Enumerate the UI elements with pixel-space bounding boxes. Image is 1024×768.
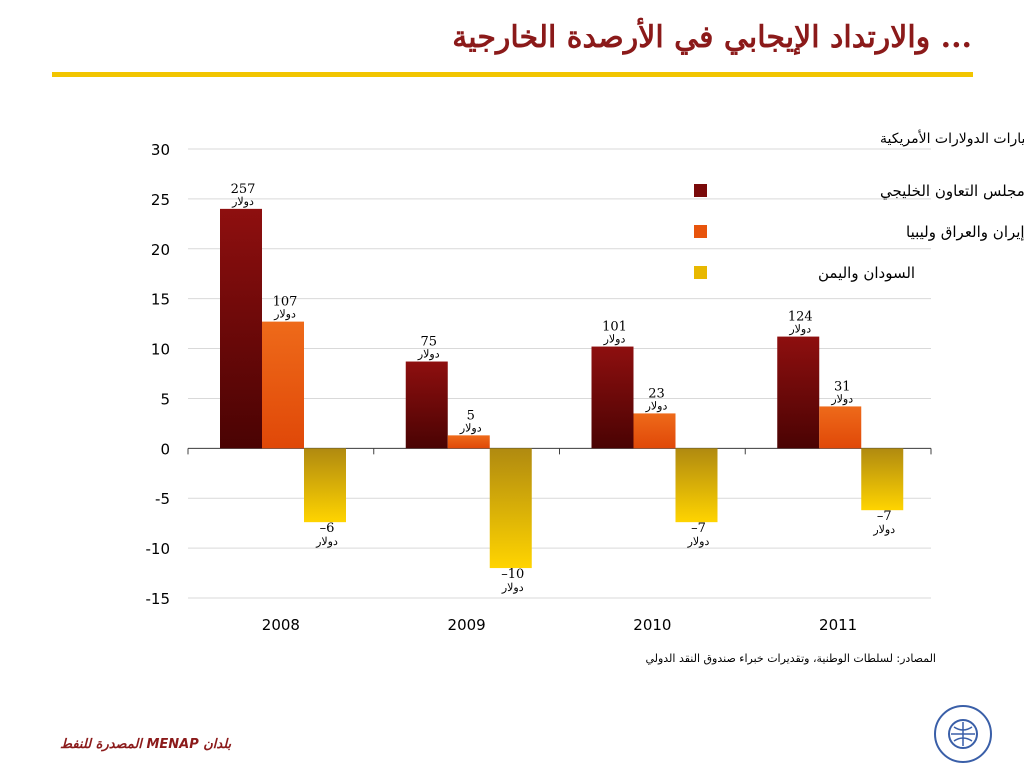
data-label: 107 — [273, 295, 298, 310]
data-label-unit: دولار — [830, 392, 853, 405]
bar — [489, 448, 532, 569]
data-label-unit: دولار — [459, 421, 482, 434]
data-label-unit: دولار — [315, 535, 338, 548]
bar — [304, 448, 346, 523]
y-tick-label: 0 — [160, 440, 170, 458]
y-tick-label: 10 — [151, 341, 170, 359]
bar — [405, 361, 448, 449]
y-tick-label: 15 — [151, 291, 170, 309]
data-label: 75 — [420, 335, 437, 350]
legend-swatch — [694, 266, 707, 279]
data-label: –10 — [501, 567, 524, 582]
data-label-unit: دولار — [603, 333, 626, 346]
data-label-unit: دولار — [687, 535, 710, 548]
bar — [861, 448, 904, 511]
y-tick-label: -15 — [146, 590, 171, 608]
legend-swatch — [694, 225, 707, 238]
y-tick-label: -5 — [155, 490, 170, 508]
y-tick-label: 5 — [160, 390, 170, 408]
y-tick-label: 30 — [151, 141, 170, 159]
bar — [262, 321, 304, 449]
legend-label: الجزائر وإيران والعراق وليبيا — [906, 223, 1024, 241]
data-label: –6 — [320, 521, 335, 536]
bar — [220, 208, 262, 449]
data-label-unit: دولار — [645, 399, 668, 412]
bar — [777, 336, 820, 449]
x-tick-label: 2011 — [819, 616, 857, 634]
data-label: 257 — [231, 182, 256, 197]
y-tick-label: 25 — [151, 191, 170, 209]
legend-label: مجلس التعاون الخليجي — [880, 182, 1024, 201]
data-label: 101 — [602, 320, 627, 335]
data-label: –7 — [691, 521, 706, 536]
data-label-unit: دولار — [231, 195, 254, 208]
data-label-unit: دولار — [273, 308, 296, 321]
source-note: المصادر: لسلطات الوطنية، وتقديرات خبراء … — [645, 652, 936, 665]
y-tick-label: 20 — [151, 241, 170, 259]
data-label-unit: دولار — [417, 348, 440, 361]
data-label: 124 — [788, 310, 813, 325]
bar — [447, 435, 490, 449]
x-tick-label: 2010 — [633, 616, 671, 634]
data-label-unit: دولار — [788, 323, 811, 336]
data-label: 23 — [648, 386, 665, 401]
footer-text: بلدان MENAP المصدرة للنفط — [60, 737, 232, 752]
bar — [675, 448, 718, 523]
legend-swatch — [694, 184, 707, 197]
chart-title: أرصدة الحسابات الجارية، % من إجمالي النا… — [880, 129, 1024, 147]
data-label: 31 — [834, 379, 851, 394]
x-tick-label: 2009 — [448, 616, 486, 634]
slide-title: ... والارتداد الإيجابي في الأرصدة الخارج… — [452, 20, 972, 55]
data-label: 5 — [467, 408, 475, 423]
y-tick-label: -10 — [146, 540, 171, 558]
bar — [819, 406, 862, 449]
data-label-unit: دولار — [872, 523, 895, 536]
bar — [633, 413, 676, 449]
bar — [591, 346, 634, 449]
legend-label: السودان واليمن — [818, 264, 915, 282]
current-account-chart: أرصدة الحسابات الجارية، % من إجمالي النا… — [146, 129, 1024, 634]
x-tick-label: 2008 — [262, 616, 300, 634]
title-rule — [52, 72, 973, 77]
data-label: –7 — [877, 509, 892, 524]
data-label-unit: دولار — [501, 581, 524, 594]
imf-logo-icon — [934, 705, 992, 763]
